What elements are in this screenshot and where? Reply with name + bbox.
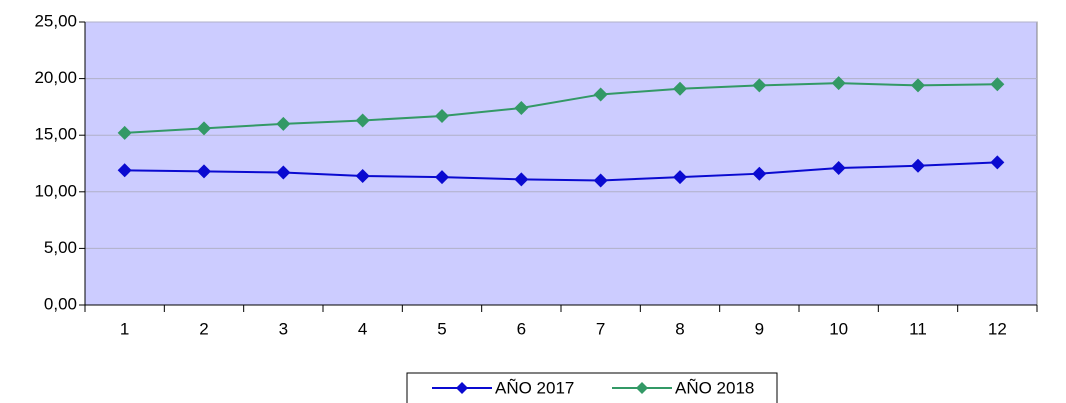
y-tick-label: 25,00 [34, 11, 77, 30]
plot-area [84, 21, 1038, 306]
marker [355, 168, 370, 183]
y-tick-label: 20,00 [34, 68, 77, 87]
x-tick-label: 3 [279, 319, 288, 338]
marker [514, 101, 529, 116]
legend-label: AÑO 2017 [495, 378, 574, 397]
x-tick-label: 9 [755, 319, 764, 338]
marker [276, 165, 291, 180]
y-tick-label: 0,00 [44, 294, 77, 313]
x-tick-label: 10 [829, 319, 848, 338]
marker [435, 170, 449, 185]
marker [435, 108, 449, 123]
marker [752, 78, 767, 93]
legend-marker [456, 382, 468, 394]
series-line [124, 161, 998, 182]
marker [514, 172, 529, 187]
y-tick-label: 5,00 [44, 238, 77, 257]
marker [911, 78, 925, 93]
marker [355, 113, 370, 128]
marker [673, 81, 687, 96]
x-tick-label: 7 [596, 319, 605, 338]
x-tick-label: 5 [437, 319, 446, 338]
legend-marker [636, 382, 648, 394]
marker [197, 164, 211, 179]
series-line [124, 82, 998, 134]
marker [911, 158, 925, 173]
marker [117, 125, 132, 140]
marker [990, 77, 1005, 92]
x-tick-label: 2 [199, 319, 208, 338]
x-tick-label: 12 [988, 319, 1007, 338]
marker [593, 87, 608, 102]
x-tick-label: 1 [120, 319, 129, 338]
marker [593, 173, 608, 188]
x-tick-label: 11 [909, 319, 927, 338]
y-tick-label: 10,00 [34, 181, 77, 200]
x-tick-label: 4 [358, 319, 367, 338]
marker [831, 76, 846, 91]
marker [117, 163, 132, 178]
x-tick-label: 6 [517, 319, 526, 338]
marker [197, 121, 211, 136]
marker [752, 166, 767, 181]
marker [990, 155, 1005, 170]
marker [831, 161, 846, 176]
marker [673, 170, 687, 185]
marker [276, 116, 291, 131]
y-tick-label: 15,00 [34, 125, 77, 144]
x-tick-label: 8 [675, 319, 684, 338]
legend-label: AÑO 2018 [675, 378, 754, 397]
